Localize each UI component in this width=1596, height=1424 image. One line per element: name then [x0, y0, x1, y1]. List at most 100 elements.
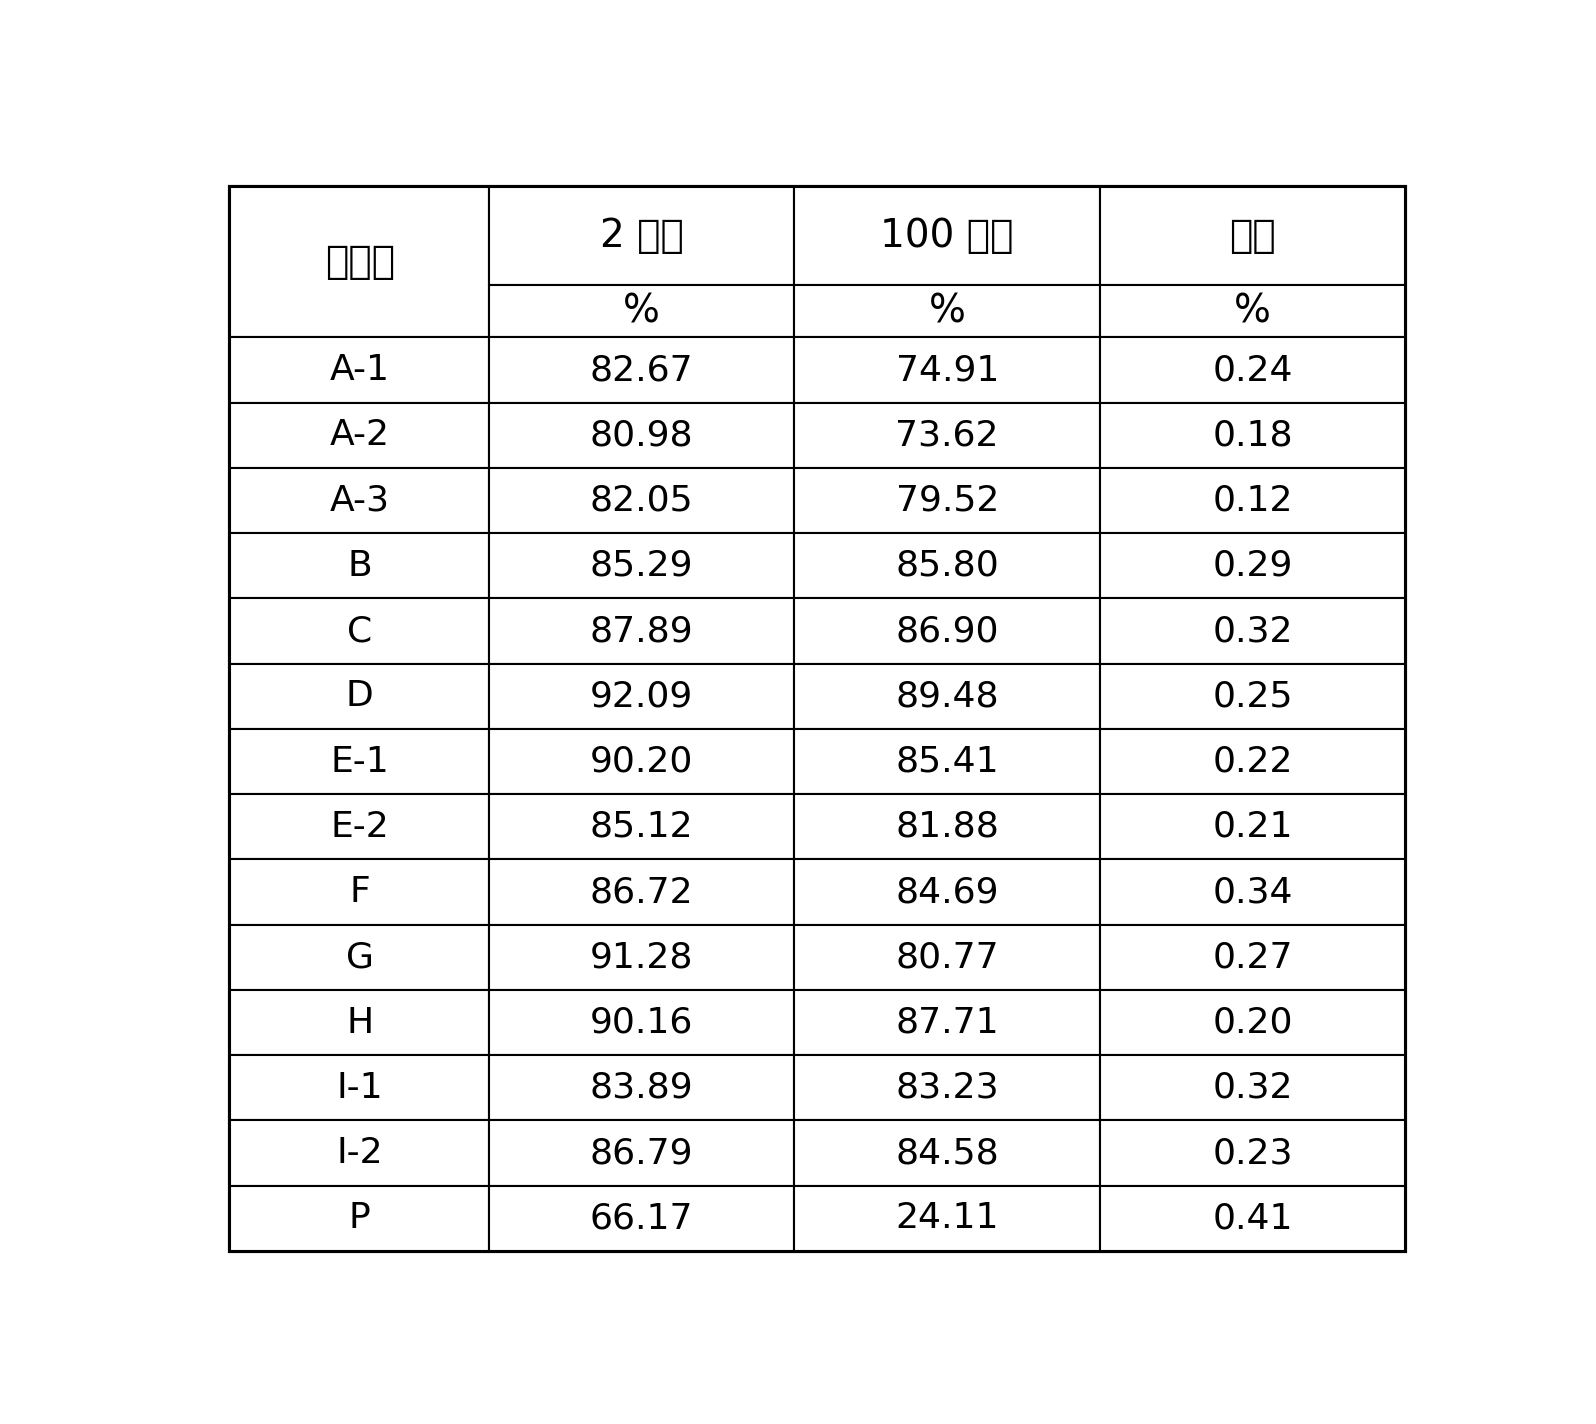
Text: 0.21: 0.21: [1213, 810, 1293, 844]
Bar: [1100, 533, 1406, 598]
Text: A-3: A-3: [330, 484, 389, 517]
Bar: [1100, 795, 1406, 860]
Bar: [230, 337, 488, 403]
Text: 0.41: 0.41: [1213, 1202, 1293, 1235]
Bar: [488, 468, 795, 533]
Text: G: G: [346, 940, 373, 974]
Bar: [795, 1121, 1100, 1186]
Text: 90.16: 90.16: [591, 1005, 693, 1040]
Bar: [488, 1121, 795, 1186]
Text: A-2: A-2: [330, 419, 389, 453]
Bar: [795, 285, 1100, 337]
Text: 0.27: 0.27: [1213, 940, 1293, 974]
Text: 85.29: 85.29: [591, 548, 693, 582]
Text: 0.29: 0.29: [1213, 548, 1293, 582]
Text: 82.67: 82.67: [591, 353, 694, 387]
Bar: [795, 533, 1100, 598]
Text: 80.77: 80.77: [895, 940, 999, 974]
Text: 87.71: 87.71: [895, 1005, 999, 1040]
Bar: [230, 1186, 488, 1250]
Bar: [795, 598, 1100, 664]
Text: 催化剂: 催化剂: [324, 244, 394, 282]
Text: 80.98: 80.98: [591, 419, 694, 453]
Bar: [488, 285, 795, 337]
Bar: [488, 598, 795, 664]
Text: E-1: E-1: [330, 745, 389, 779]
Text: 73.62: 73.62: [895, 419, 999, 453]
Bar: [488, 860, 795, 924]
Bar: [1100, 1121, 1406, 1186]
Bar: [795, 664, 1100, 729]
Text: C: C: [346, 614, 372, 648]
Bar: [1100, 664, 1406, 729]
Bar: [1100, 1055, 1406, 1121]
Text: 79.52: 79.52: [895, 484, 999, 517]
Bar: [230, 188, 488, 337]
Text: 0.22: 0.22: [1213, 745, 1293, 779]
Bar: [795, 1055, 1100, 1121]
Text: 87.89: 87.89: [591, 614, 694, 648]
Bar: [230, 664, 488, 729]
Text: 92.09: 92.09: [591, 679, 693, 713]
Bar: [1100, 990, 1406, 1055]
Text: 0.20: 0.20: [1213, 1005, 1293, 1040]
Text: 85.41: 85.41: [895, 745, 999, 779]
Text: 芳损: 芳损: [1229, 218, 1277, 255]
Bar: [230, 860, 488, 924]
Text: I-2: I-2: [337, 1136, 383, 1171]
Text: 0.25: 0.25: [1213, 679, 1293, 713]
Text: 0.24: 0.24: [1213, 353, 1293, 387]
Bar: [1100, 924, 1406, 990]
Text: 74.91: 74.91: [895, 353, 999, 387]
Text: 91.28: 91.28: [591, 940, 693, 974]
Bar: [795, 403, 1100, 468]
Text: H: H: [346, 1005, 373, 1040]
Text: 0.34: 0.34: [1213, 874, 1293, 909]
Bar: [795, 1186, 1100, 1250]
Bar: [488, 729, 795, 795]
Bar: [1100, 188, 1406, 285]
Bar: [1100, 598, 1406, 664]
Text: D: D: [346, 679, 373, 713]
Bar: [795, 188, 1100, 285]
Bar: [230, 1055, 488, 1121]
Bar: [230, 598, 488, 664]
Text: I-1: I-1: [337, 1071, 383, 1105]
Text: 84.69: 84.69: [895, 874, 999, 909]
Text: A-1: A-1: [330, 353, 389, 387]
Text: F: F: [350, 874, 370, 909]
Bar: [230, 533, 488, 598]
Text: 90.20: 90.20: [591, 745, 693, 779]
Text: B: B: [348, 548, 372, 582]
Bar: [795, 924, 1100, 990]
Text: 0.32: 0.32: [1213, 614, 1293, 648]
Text: 89.48: 89.48: [895, 679, 999, 713]
Bar: [230, 468, 488, 533]
Bar: [488, 924, 795, 990]
Bar: [795, 729, 1100, 795]
Text: 81.88: 81.88: [895, 810, 999, 844]
Bar: [488, 1186, 795, 1250]
Bar: [795, 468, 1100, 533]
Bar: [230, 795, 488, 860]
Bar: [1100, 403, 1406, 468]
Text: 0.12: 0.12: [1213, 484, 1293, 517]
Text: 86.90: 86.90: [895, 614, 999, 648]
Text: %: %: [624, 292, 661, 330]
Text: 0.32: 0.32: [1213, 1071, 1293, 1105]
Bar: [1100, 337, 1406, 403]
Text: 2 小时: 2 小时: [600, 218, 683, 255]
Bar: [1100, 860, 1406, 924]
Text: 86.72: 86.72: [591, 874, 694, 909]
Text: 85.80: 85.80: [895, 548, 999, 582]
Text: 84.58: 84.58: [895, 1136, 999, 1171]
Bar: [795, 795, 1100, 860]
Text: 83.23: 83.23: [895, 1071, 999, 1105]
Bar: [488, 533, 795, 598]
Bar: [488, 1055, 795, 1121]
Bar: [230, 403, 488, 468]
Bar: [488, 664, 795, 729]
Text: 100 小时: 100 小时: [881, 218, 1013, 255]
Text: 24.11: 24.11: [895, 1202, 999, 1235]
Bar: [230, 1121, 488, 1186]
